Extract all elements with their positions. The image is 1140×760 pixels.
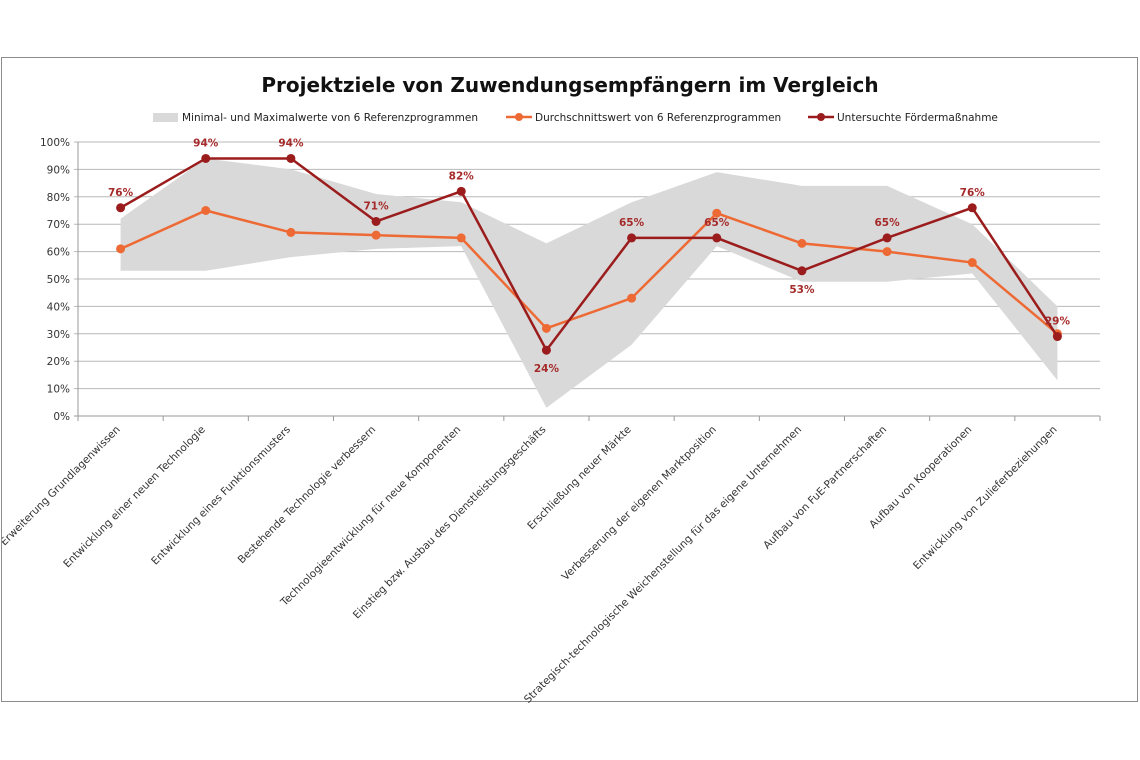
y-tick-label: 40% bbox=[47, 301, 70, 313]
y-tick-label: 20% bbox=[47, 356, 70, 368]
data-point bbox=[286, 153, 296, 163]
data-point bbox=[116, 203, 126, 213]
data-point bbox=[541, 323, 551, 333]
data-point bbox=[201, 206, 211, 215]
y-tick-label: 90% bbox=[47, 164, 70, 176]
chart-frame: Projektziele von Zuwendungsempfängern im… bbox=[1, 57, 1138, 703]
legend-swatch-band bbox=[153, 113, 178, 122]
data-point bbox=[712, 208, 722, 218]
y-tick-label: 70% bbox=[47, 219, 70, 231]
data-point bbox=[371, 230, 381, 240]
series-line-1 bbox=[119, 157, 1059, 353]
legend: Minimal- und Maximalwerte von 6 Referenz… bbox=[153, 112, 998, 124]
data-point bbox=[116, 244, 126, 254]
data-point bbox=[967, 203, 977, 213]
x-tick-label: Strategisch-technologische Weichenstellu… bbox=[522, 424, 804, 703]
data-point bbox=[201, 153, 211, 163]
y-tick-label: 0% bbox=[53, 411, 70, 423]
data-label: 76% bbox=[960, 187, 986, 199]
data-label: 24% bbox=[534, 363, 560, 375]
data-label: 65% bbox=[875, 217, 901, 229]
data-point bbox=[627, 233, 637, 243]
data-point bbox=[456, 233, 466, 243]
legend-marker-measure bbox=[817, 113, 825, 121]
chart-title: Projektziele von Zuwendungsempfängern im… bbox=[261, 73, 878, 97]
min-max-band bbox=[120, 158, 1058, 408]
x-tick-label: Einstieg bzw. Ausbau des Dienstleistungs… bbox=[351, 424, 549, 622]
line-chart: Projektziele von Zuwendungsempfängern im… bbox=[2, 73, 1101, 703]
legend-marker-average bbox=[515, 113, 523, 121]
data-label: 94% bbox=[193, 137, 219, 149]
data-label: 71% bbox=[364, 200, 390, 212]
data-label: 29% bbox=[1045, 316, 1071, 328]
data-label: 65% bbox=[619, 217, 645, 229]
legend-label-average: Durchschnittswert von 6 Referenzprogramm… bbox=[535, 112, 781, 124]
series-line-0 bbox=[120, 209, 1059, 335]
data-point bbox=[712, 233, 722, 243]
data-label: 65% bbox=[704, 217, 730, 229]
data-label: 76% bbox=[108, 187, 134, 199]
data-label: 82% bbox=[449, 170, 475, 182]
x-tick-label: Entwicklung einer neuen Technologie bbox=[61, 424, 208, 571]
x-tick-label: Technologieentwicklung für neue Komponen… bbox=[278, 424, 464, 610]
data-point bbox=[1052, 332, 1062, 342]
y-tick-label: 30% bbox=[47, 329, 70, 341]
legend-label-band: Minimal- und Maximalwerte von 6 Referenz… bbox=[182, 112, 478, 124]
data-point bbox=[456, 186, 466, 196]
data-point bbox=[797, 266, 807, 276]
legend-label-measure: Untersuchte Fördermaßnahme bbox=[837, 112, 998, 124]
x-tick-label: Verbesserung der eigenen Marktposition bbox=[560, 424, 719, 583]
data-point bbox=[286, 227, 296, 237]
data-label: 94% bbox=[278, 137, 304, 149]
y-tick-label: 50% bbox=[47, 274, 70, 286]
y-tick-label: 10% bbox=[47, 384, 70, 396]
x-tick-label: Bestehende Technologie verbessern bbox=[236, 424, 379, 567]
data-label: 53% bbox=[789, 284, 815, 296]
y-tick-label: 60% bbox=[47, 247, 70, 259]
x-tick-label: Aufbau von Kooperationen bbox=[867, 424, 974, 531]
x-tick-label: Entwicklung eines Funktionsmusters bbox=[149, 424, 293, 568]
data-point bbox=[371, 216, 381, 226]
data-point bbox=[882, 233, 892, 243]
data-point bbox=[541, 345, 551, 355]
data-point bbox=[967, 258, 977, 268]
data-point bbox=[882, 247, 892, 257]
y-tick-label: 80% bbox=[47, 192, 70, 204]
y-tick-label: 100% bbox=[40, 137, 70, 149]
data-point bbox=[797, 238, 807, 248]
x-tick-label: Entwicklung von Zulieferbeziehungen bbox=[911, 424, 1059, 572]
data-point bbox=[627, 293, 637, 303]
